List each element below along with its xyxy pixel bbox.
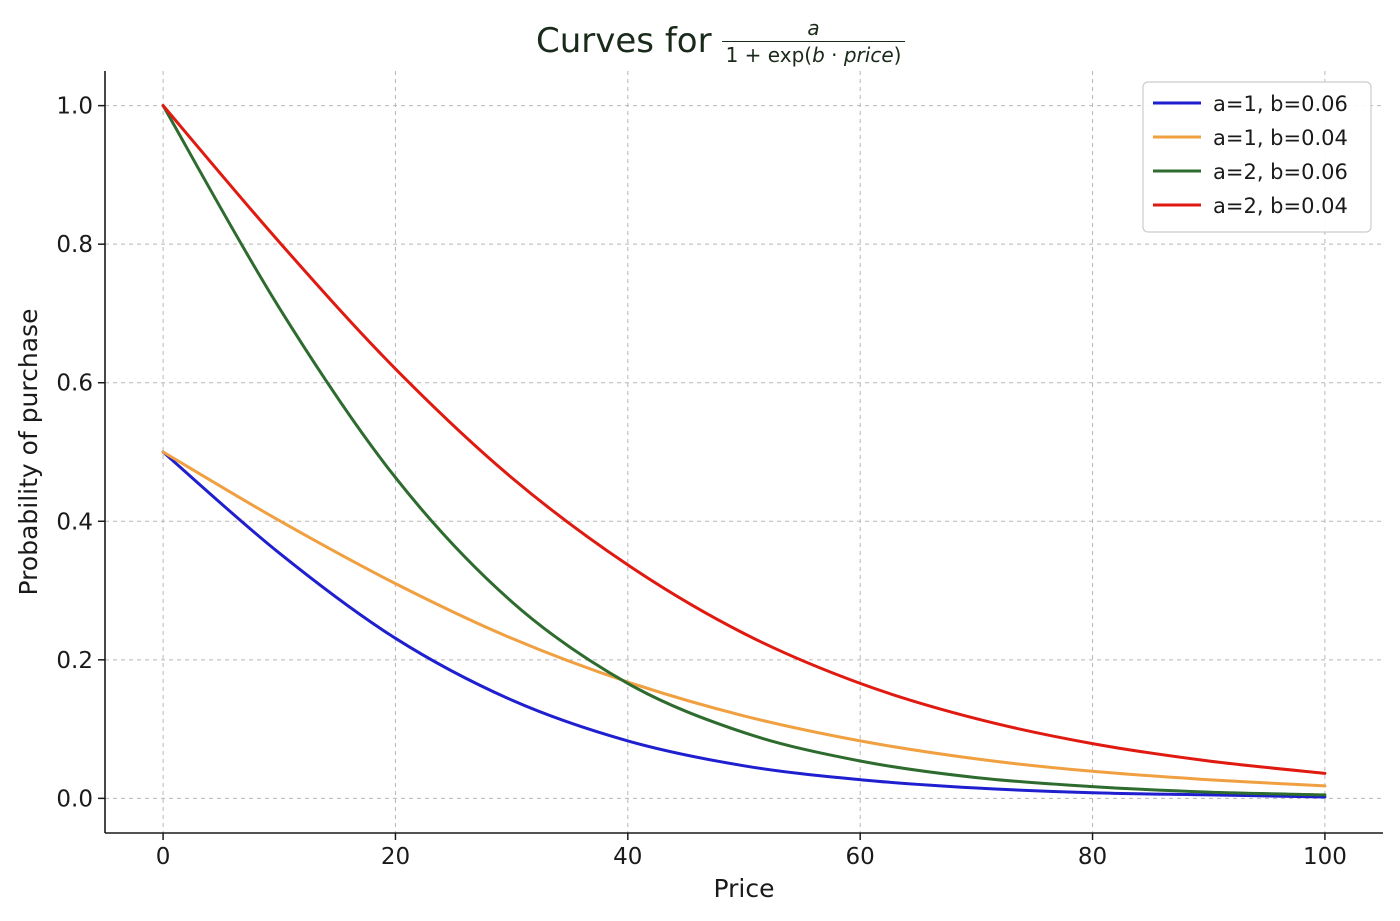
title-formula: a 1 + exp(b · price): [721, 15, 906, 67]
series-line-2: [161, 450, 1327, 788]
legend-label: a=2, b=0.04: [1213, 194, 1348, 218]
y-tick-label: 0.8: [56, 232, 93, 258]
formula-numerator: a: [807, 15, 820, 40]
x-tick-label: 20: [381, 844, 410, 870]
legend-label: a=2, b=0.06: [1213, 160, 1348, 184]
chart-title: Curves for a 1 + exp(b · price): [536, 10, 906, 72]
x-tick-label: 80: [1078, 844, 1107, 870]
formula-den-var2: price: [843, 42, 894, 67]
x-tick-label: 100: [1303, 844, 1347, 870]
chart-title-text: Curves for: [536, 21, 712, 61]
axes: [104, 71, 1383, 834]
formula-den-var1: b: [812, 42, 825, 67]
formula-den-prefix: 1 + exp(: [725, 42, 813, 67]
formula-den-dot: ·: [824, 42, 844, 67]
y-tick-label: 1.0: [56, 94, 93, 120]
series-line-1: [161, 450, 1327, 799]
tick-marks: 0 20 40 60 80 100 0.0 0.2 0.4 0.6 0.8 1.0: [56, 94, 1346, 870]
legend-label: a=1, b=0.04: [1213, 126, 1348, 150]
formula-denominator: 1 + exp(b · price): [721, 40, 906, 67]
y-tick-label: 0.0: [56, 786, 93, 812]
y-tick-label: 0.6: [56, 371, 93, 397]
y-axis-label: Probability of purchase: [14, 309, 43, 596]
legend: a=1, b=0.06 a=1, b=0.04 a=2, b=0.06 a=2, b=…: [1142, 81, 1372, 233]
x-tick-label: 40: [613, 844, 642, 870]
x-tick-label: 60: [846, 844, 875, 870]
y-tick-label: 0.2: [56, 648, 93, 674]
series-lines: [161, 104, 1327, 799]
formula-den-suffix: ): [893, 42, 902, 67]
x-tick-label: 0: [156, 844, 171, 870]
series-line-4: [161, 104, 1327, 775]
y-tick-label: 0.4: [56, 509, 93, 535]
legend-label: a=1, b=0.06: [1213, 92, 1348, 116]
legend-box: [1142, 81, 1372, 233]
x-axis-label: Price: [714, 874, 775, 903]
series-line-3: [161, 104, 1327, 797]
